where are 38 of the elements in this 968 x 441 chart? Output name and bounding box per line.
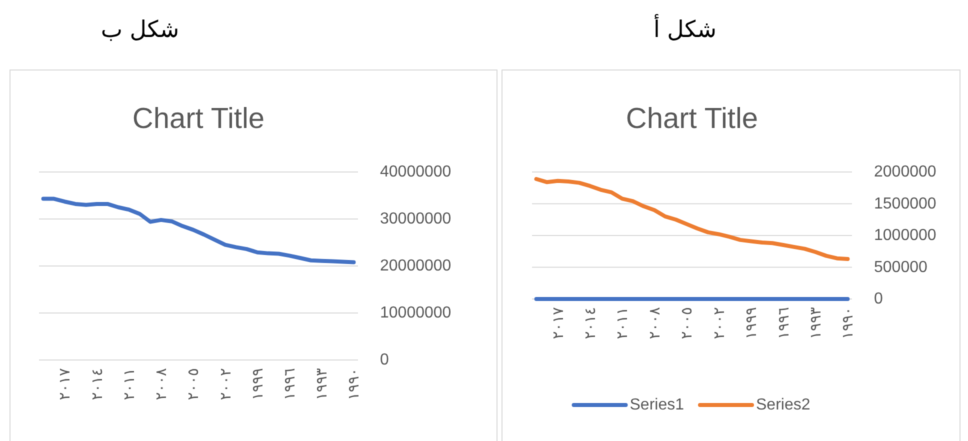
legend-label: Series1 — [630, 396, 684, 414]
x-tick-label: ١٩٩٠ — [838, 307, 857, 340]
line-series — [41, 196, 356, 264]
x-tick-label: ٢٠٠٥ — [678, 307, 696, 340]
x-tick-label: ١٩٩٣ — [806, 307, 824, 340]
y-tick-label: 1500000 — [874, 195, 936, 212]
y-tick-label: 10000000 — [380, 304, 452, 322]
legend-label: Series2 — [756, 396, 810, 414]
x-tick-label: ٢٠٠٥ — [184, 368, 202, 400]
y-tick-label: 40000000 — [380, 164, 452, 180]
y-tick-label: 0 — [874, 290, 883, 308]
x-tick-label: ٢٠٠٨ — [152, 368, 170, 400]
y-tick-label: 30000000 — [380, 210, 452, 228]
y-tick-label: 20000000 — [380, 258, 452, 274]
chart-title: Chart Title — [626, 103, 758, 135]
y-tick-label: 1000000 — [874, 227, 936, 244]
x-tick-label: ٢٠٠٢ — [216, 368, 234, 400]
x-tick-label: ٢٠١٤ — [88, 368, 106, 400]
x-tick-label: ١٩٩٣ — [312, 368, 331, 400]
y-tick-label: 2000000 — [874, 164, 936, 180]
text: شكل أ — [653, 14, 717, 43]
x-tick-label: ١٩٩٩ — [248, 368, 266, 400]
x-tick-label: ٢٠٠٨ — [645, 307, 664, 340]
y-tick-label: 0 — [380, 352, 389, 368]
x-tick-label: ٢٠١١ — [120, 368, 138, 400]
text: شكل ب — [100, 17, 180, 43]
x-tick-label: ٢٠١٧ — [548, 307, 567, 340]
x-tick-label: ٢٠١٤ — [580, 307, 599, 340]
line-series — [534, 176, 850, 261]
x-tick-label: ٢٠٠٢ — [710, 307, 728, 340]
x-tick-label: ١٩٩٦ — [280, 368, 298, 400]
chart-title: Chart Title — [132, 103, 265, 135]
x-tick-label: ٢٠١٧ — [56, 368, 74, 400]
x-tick-label: ١٩٩٠ — [344, 368, 363, 400]
x-tick-label: ٢٠١١ — [613, 307, 632, 340]
x-tick-label: ١٩٩٩ — [742, 307, 760, 340]
y-tick-label: 500000 — [874, 258, 928, 276]
x-tick-label: ١٩٩٦ — [774, 307, 792, 340]
